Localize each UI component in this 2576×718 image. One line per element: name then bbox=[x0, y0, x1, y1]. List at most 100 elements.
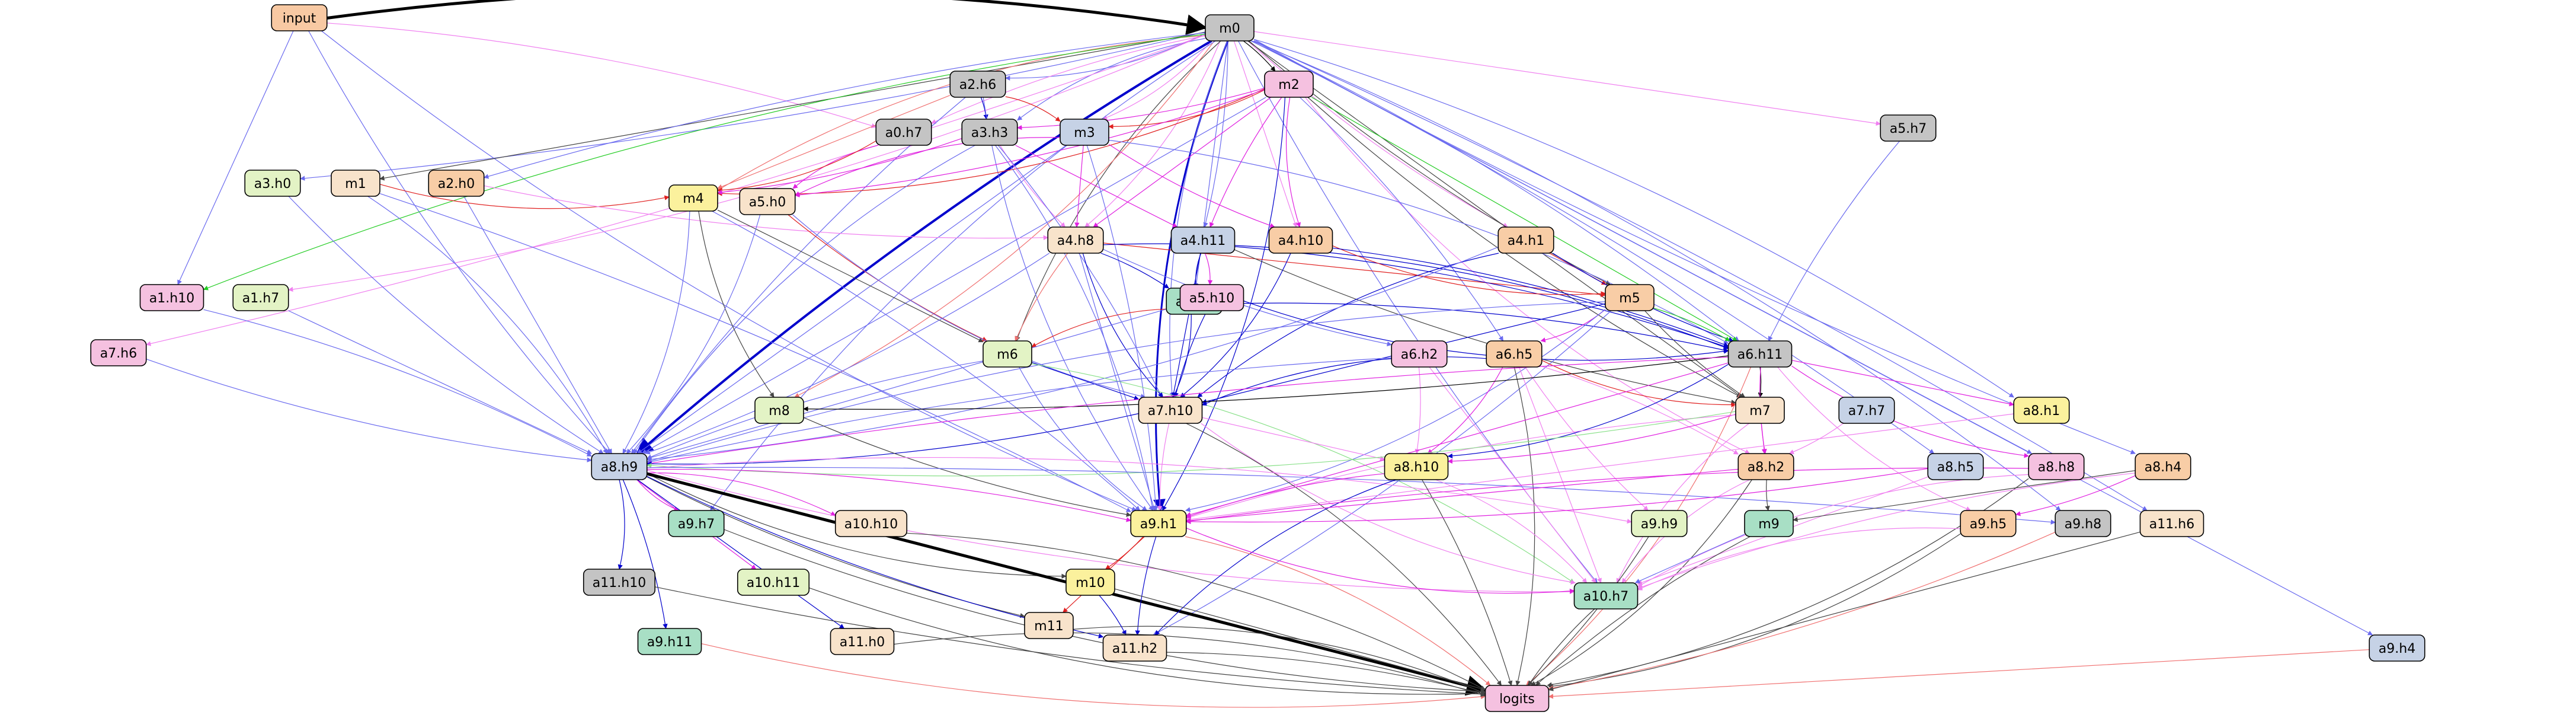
node-label: a8.h8 bbox=[2038, 460, 2075, 475]
edge-input-to-a0-h7 bbox=[327, 23, 876, 127]
edge-a4-h8-to-a6-h2 bbox=[1103, 250, 1392, 345]
edge-a5-h7-to-a6-h11 bbox=[1768, 141, 1899, 341]
edge-m0-to-a8-h5 bbox=[1251, 41, 1934, 454]
edge-m0-to-m1 bbox=[380, 32, 1205, 178]
node-label: a5.h7 bbox=[1890, 122, 1927, 136]
edge-a7-h6-to-a8-h9 bbox=[146, 359, 592, 461]
edge-m0-to-a9-h8 bbox=[1252, 41, 2060, 510]
node-label: m8 bbox=[769, 404, 789, 419]
node-m2: m2 bbox=[1265, 71, 1313, 97]
edge-m0-to-m2 bbox=[1243, 41, 1275, 71]
edge-m4-to-m6 bbox=[718, 210, 983, 342]
edge-a8-h9-to-a11-h0 bbox=[638, 480, 844, 628]
node-m5: m5 bbox=[1605, 285, 1654, 311]
edge-m0-to-a6-h11 bbox=[1251, 41, 1739, 341]
edge-m3-to-a4-h8 bbox=[1077, 145, 1083, 227]
edge-m2-to-a4-h11 bbox=[1210, 97, 1282, 227]
node-m9: m9 bbox=[1745, 510, 1793, 537]
edge-input-to-a8-h9 bbox=[309, 31, 610, 454]
edge-layer bbox=[146, 0, 2373, 707]
node-label: m10 bbox=[1076, 576, 1105, 591]
node-label: input bbox=[283, 11, 316, 26]
node-a2-h0: a2.h0 bbox=[428, 170, 484, 196]
node-m7: m7 bbox=[1736, 397, 1784, 423]
edge-a7-h10-to-a8-h9 bbox=[647, 414, 1139, 464]
edge-a6-h5-to-a8-h10 bbox=[1428, 367, 1503, 454]
node-label: m2 bbox=[1278, 78, 1299, 92]
node-label: a2.h6 bbox=[959, 78, 996, 92]
edge-m0-to-m4 bbox=[718, 36, 1205, 190]
node-label: a6.h2 bbox=[1401, 347, 1438, 362]
node-label: a4.h11 bbox=[1180, 234, 1225, 248]
node-m1: m1 bbox=[331, 170, 380, 196]
edge-a4-h8-to-a5-h8 bbox=[1101, 253, 1169, 288]
node-a1-h7: a1.h7 bbox=[233, 285, 289, 311]
edge-input-to-a1-h10 bbox=[178, 31, 293, 285]
edge-m0-to-a9-h7 bbox=[711, 41, 1216, 510]
edge-a5-h0-to-m6 bbox=[788, 215, 987, 341]
node-label: a8.h5 bbox=[1937, 460, 1974, 475]
edge-m0-to-a3-h3 bbox=[1017, 39, 1205, 120]
edge-a8-h10-to-logits bbox=[1422, 480, 1512, 685]
edge-m2-to-a6-h5 bbox=[1300, 97, 1503, 341]
node-a9-h11: a9.h11 bbox=[638, 628, 702, 655]
node-a7-h10: a7.h10 bbox=[1139, 397, 1202, 423]
node-label: a9.h9 bbox=[1641, 517, 1678, 532]
node-a9-h4: a9.h4 bbox=[2369, 635, 2425, 661]
edge-m10-to-a11-h2 bbox=[1099, 595, 1126, 635]
node-label: m9 bbox=[1758, 517, 1779, 532]
node-a9-h5: a9.h5 bbox=[1960, 510, 2016, 537]
node-a4-h1: a4.h1 bbox=[1498, 227, 1554, 253]
edge-a3-h3-to-a4-h11 bbox=[1016, 145, 1177, 227]
edge-m4-to-a9-h1 bbox=[712, 211, 1140, 510]
edge-m5-to-a6-h5 bbox=[1541, 309, 1605, 341]
node-label: a8.h4 bbox=[2145, 460, 2181, 475]
node-label: m1 bbox=[345, 177, 366, 192]
edge-a8-h10-to-a11-h2 bbox=[1155, 480, 1396, 635]
edge-a4-h1-to-a7-h10 bbox=[1198, 253, 1499, 397]
node-label: a1.h7 bbox=[242, 291, 279, 306]
node-label: a6.h11 bbox=[1737, 347, 1783, 362]
node-label: a8.h9 bbox=[601, 460, 638, 475]
node-a10-h10: a10.h10 bbox=[836, 510, 907, 537]
edge-a4-h10-to-a6-h11 bbox=[1333, 248, 1729, 346]
node-label: a3.h3 bbox=[971, 126, 1008, 141]
node-label: m4 bbox=[683, 192, 703, 206]
node-a2-h6: a2.h6 bbox=[950, 71, 1006, 97]
node-label: a5.h10 bbox=[1189, 291, 1234, 306]
node-label: m7 bbox=[1749, 404, 1770, 419]
node-a9-h7: a9.h7 bbox=[668, 510, 724, 537]
node-label: a4.h1 bbox=[1508, 234, 1544, 248]
edge-a11-h6-to-logits bbox=[1549, 532, 2140, 690]
node-a8-h9: a8.h9 bbox=[591, 454, 647, 480]
node-label: a0.h7 bbox=[885, 126, 922, 141]
edge-a8-h9-to-m11 bbox=[647, 477, 1025, 617]
node-label: a4.h10 bbox=[1278, 234, 1323, 248]
edge-a6-h11-to-a8-h10 bbox=[1448, 365, 1729, 457]
node-label: a8.h10 bbox=[1394, 460, 1439, 475]
edge-a7-h7-to-a8-h2 bbox=[1789, 423, 1843, 454]
node-label: a7.h6 bbox=[100, 346, 137, 361]
node-label: a9.h11 bbox=[647, 635, 692, 650]
edge-a4-h10-to-m5 bbox=[1333, 245, 1606, 294]
node-a8-h4: a8.h4 bbox=[2135, 454, 2191, 480]
edge-m0-to-a2-h0 bbox=[484, 33, 1205, 177]
node-label: a9.h1 bbox=[1140, 517, 1177, 532]
node-a3-h0: a3.h0 bbox=[245, 170, 300, 196]
node-label: a9.h5 bbox=[1970, 517, 2007, 532]
node-a5-h0: a5.h0 bbox=[740, 189, 795, 215]
edge-m7-to-a8-h10 bbox=[1448, 414, 1736, 462]
edge-a6-h5-to-logits bbox=[1514, 367, 1535, 685]
edge-a9-h5-to-logits bbox=[1549, 534, 1961, 687]
edge-m2-to-a8-h2 bbox=[1305, 97, 1750, 454]
node-label: a8.h1 bbox=[2023, 404, 2060, 419]
edge-a8-h4-to-a9-h5 bbox=[2016, 476, 2136, 515]
edge-a7-h10-to-a8-h10 bbox=[1202, 417, 1385, 459]
edge-a8-h8-to-logits bbox=[1547, 478, 2028, 685]
node-a10-h11: a10.h11 bbox=[738, 569, 809, 595]
edge-a6-h2-to-a10-h7 bbox=[1429, 367, 1596, 583]
edge-m3-to-a5-h0 bbox=[795, 138, 1060, 196]
node-input: input bbox=[271, 5, 327, 31]
node-label: a10.h7 bbox=[1583, 589, 1628, 604]
node-a4-h11: a4.h11 bbox=[1172, 227, 1235, 253]
